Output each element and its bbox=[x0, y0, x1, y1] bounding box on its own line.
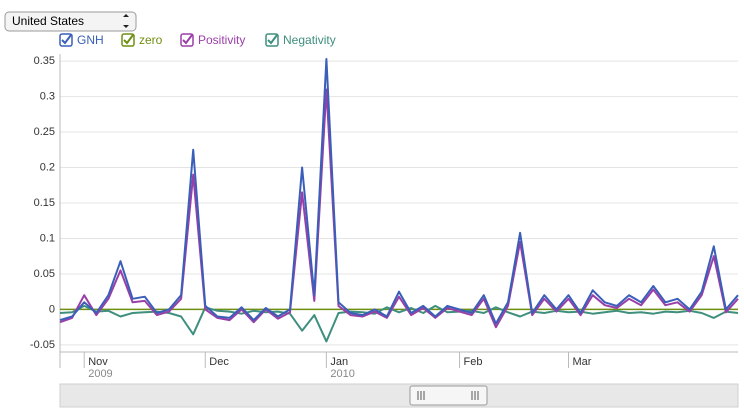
x-year-label: 2009 bbox=[88, 368, 112, 380]
y-tick-label: 0.1 bbox=[40, 232, 55, 244]
legend-check bbox=[61, 34, 72, 45]
scrollbar-grip bbox=[417, 391, 479, 400]
x-tick-label: Nov bbox=[88, 356, 108, 368]
y-tick-label: 0.35 bbox=[34, 55, 55, 67]
x-year-label: 2010 bbox=[330, 368, 354, 380]
y-tick-label: 0 bbox=[49, 303, 55, 315]
y-tick-label: 0.25 bbox=[34, 126, 55, 138]
legend-check bbox=[267, 34, 278, 45]
country-dropdown[interactable]: United States bbox=[4, 11, 137, 32]
scrollbar-track[interactable] bbox=[59, 383, 739, 408]
legend-check bbox=[182, 34, 193, 45]
dropdown-text[interactable]: United States bbox=[12, 14, 84, 28]
series-line bbox=[59, 58, 739, 325]
y-tick-label: -0.05 bbox=[30, 339, 55, 351]
legend-label[interactable]: zero bbox=[139, 33, 163, 47]
x-tick-label: Dec bbox=[209, 356, 229, 368]
legend-label[interactable]: Negativity bbox=[283, 33, 336, 47]
series-line bbox=[59, 304, 739, 343]
y-tick-label: 0.15 bbox=[34, 197, 55, 209]
x-tick-label: Mar bbox=[573, 356, 592, 368]
series-line bbox=[59, 88, 739, 329]
legend-label[interactable]: Positivity bbox=[198, 33, 245, 47]
legend-label[interactable]: GNH bbox=[77, 33, 104, 47]
x-tick-label: Jan bbox=[330, 356, 348, 368]
dropdown-box[interactable] bbox=[4, 11, 137, 32]
legend-check bbox=[123, 34, 134, 45]
y-tick-label: 0.3 bbox=[40, 90, 55, 102]
scrollbar-thumb[interactable] bbox=[409, 385, 488, 406]
y-tick-label: 0.05 bbox=[34, 268, 55, 280]
x-tick-label: Feb bbox=[464, 356, 483, 368]
y-tick-label: 0.2 bbox=[40, 161, 55, 173]
dropdown-arrows bbox=[123, 14, 129, 28]
